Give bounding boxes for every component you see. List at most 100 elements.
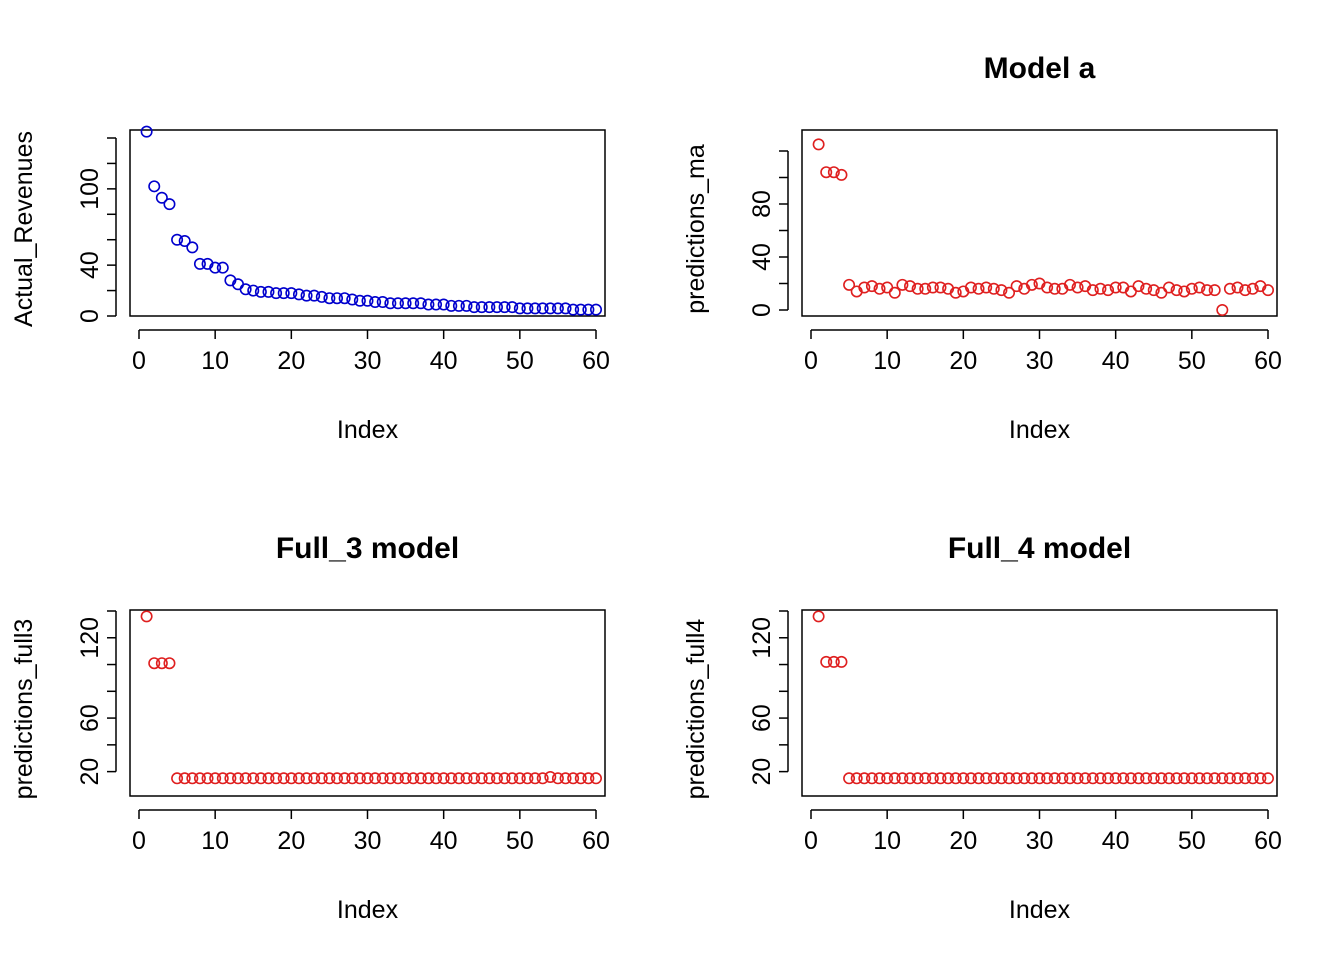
data-point [361,772,374,785]
data-point [574,772,587,785]
data-point [551,772,564,785]
data-point [323,772,336,785]
data-point [1246,772,1259,785]
data-point [300,772,313,785]
data-point [315,290,328,303]
data-point [285,287,298,300]
data-point [285,772,298,785]
data-point [1254,772,1267,785]
data-point [209,772,222,785]
data-point [148,657,161,670]
y-axis-label: predictions_full3 [10,619,38,800]
data-point [1231,281,1244,294]
data-point [926,281,939,294]
x-tick-label: 50 [506,827,534,855]
data-point [865,280,878,293]
data-point [1071,772,1084,785]
x-tick-label: 40 [430,827,458,855]
x-tick-label: 10 [873,827,901,855]
data-point [331,292,344,305]
data-point [323,292,336,305]
data-point [529,302,542,315]
data-point [942,772,955,785]
x-tick-label: 20 [949,827,977,855]
data-point [521,302,534,315]
chart-title: Model a [984,52,1096,85]
data-point [247,284,260,297]
data-point [209,261,222,274]
data-point [521,772,534,785]
y-tick-label: 20 [748,758,776,786]
data-point [171,772,184,785]
data-point [904,772,917,785]
data-point [949,772,962,785]
data-point [384,297,397,310]
data-point [262,285,275,298]
data-point [972,772,985,785]
data-point [239,772,252,785]
data-point [919,772,932,785]
data-point [1124,772,1137,785]
y-tick-label: 0 [76,309,104,323]
data-point [582,303,595,316]
data-point [1102,772,1115,785]
x-tick-label: 10 [873,347,901,375]
x-tick-label: 20 [949,347,977,375]
data-point [216,772,229,785]
data-point [995,772,1008,785]
data-point [827,655,840,668]
data-point [1041,772,1054,785]
data-point [1193,772,1206,785]
data-point [1262,284,1275,297]
data-point [1094,772,1107,785]
data-point [987,282,1000,295]
chart-panel-2: 0 10 20 30 40 50 60 0 40 80 Model a Index prediction… [682,52,1282,444]
data-point [468,772,481,785]
data-point [536,772,549,785]
x-axis-label: Index [337,416,399,444]
data-point [881,772,894,785]
data-point [254,285,267,298]
data-point [1223,282,1236,295]
data-point [911,772,924,785]
data-point [201,772,214,785]
data-point [1185,772,1198,785]
data-point [262,772,275,785]
data-point [896,772,909,785]
data-point [1162,772,1175,785]
data-point [475,772,488,785]
data-point [529,772,542,785]
x-tick-label: 30 [1026,347,1054,375]
x-tick-label: 0 [132,347,146,375]
data-point [843,772,856,785]
data-point [995,284,1008,297]
data-point [452,772,465,785]
data-point [1178,285,1191,298]
y-tick-label: 0 [748,303,776,317]
data-point [437,772,450,785]
data-point [934,281,947,294]
x-tick-label: 40 [1102,827,1130,855]
data-point [559,772,572,785]
x-tick-label: 0 [804,347,818,375]
data-point [964,281,977,294]
data-point [1155,772,1168,785]
data-point [277,287,290,300]
data-point [384,772,397,785]
data-point [1185,282,1198,295]
data-point [1109,772,1122,785]
data-point [1094,282,1107,295]
y-tick-label: 100 [76,168,104,210]
data-point [888,286,901,299]
data-point [506,772,519,785]
data-point [369,772,382,785]
data-point [247,772,260,785]
data-point [582,772,595,785]
data-point [483,772,496,785]
y-axis-label: predictions_full4 [682,619,710,800]
data-point [163,657,176,670]
data-point [407,297,420,310]
data-point [437,298,450,311]
x-tick-label: 30 [354,347,382,375]
data-point [506,301,519,314]
